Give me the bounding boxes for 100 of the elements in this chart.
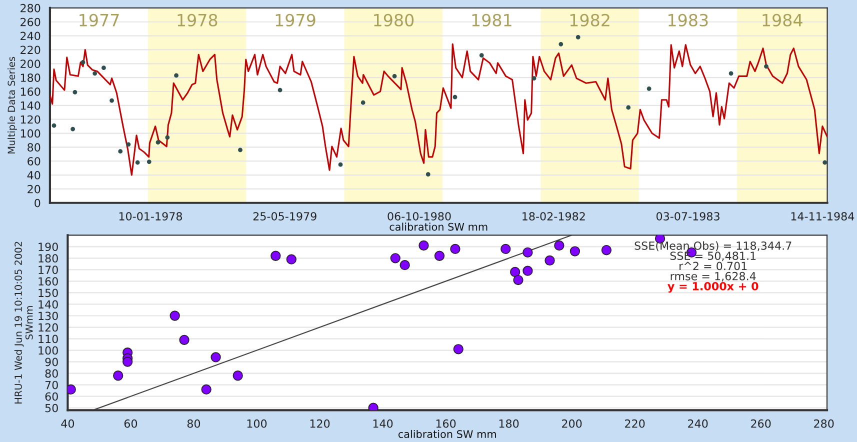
point — [646, 86, 652, 91]
point — [426, 172, 430, 177]
point — [764, 64, 768, 69]
point — [601, 245, 612, 256]
y-tick-label: 180 — [38, 254, 58, 263]
annotation: 1981 — [472, 14, 512, 26]
line-series — [50, 43, 828, 176]
point — [450, 244, 460, 254]
x-tick-label: 180 — [499, 419, 519, 428]
x-tick-label: 06-10-1980 — [388, 212, 451, 221]
y-tick-label: 140 — [38, 300, 58, 309]
y-tick-label: 110 — [38, 334, 58, 344]
point — [72, 90, 78, 94]
x-tick-label: 280 — [814, 419, 834, 428]
point — [52, 123, 56, 128]
annotation: y = 1.000x + 0 — [668, 282, 758, 293]
y-tick-label: 150 — [38, 288, 58, 298]
point — [500, 244, 511, 254]
y-tick-label: 140 — [20, 101, 40, 110]
y-tick-label: 60 — [28, 157, 40, 166]
y-tick-label: 40 — [27, 171, 40, 180]
annotation: SSE(Mean Obs) = 118,344.7 — [634, 241, 792, 252]
y-tick-label: 50 — [45, 404, 58, 412]
point — [626, 105, 631, 110]
x-tick-label: 240 — [688, 419, 708, 428]
point — [392, 74, 397, 78]
point — [822, 160, 828, 165]
point — [118, 149, 123, 154]
y-tick-label: 20 — [28, 184, 40, 194]
band-label: 1980 — [374, 14, 414, 26]
point — [113, 370, 124, 381]
point — [418, 240, 429, 251]
point — [179, 334, 190, 346]
y-tick-label: 80 — [45, 369, 58, 378]
annotation: rmse = 1,628.4 — [670, 272, 756, 282]
point — [360, 100, 366, 105]
point — [232, 370, 243, 381]
x-tick-label: 80 — [187, 419, 200, 428]
point — [201, 384, 212, 395]
y-tick-label: 170 — [38, 266, 58, 274]
point — [338, 162, 343, 167]
point — [146, 160, 152, 164]
x-tick-label: 100 — [247, 419, 267, 428]
point — [165, 135, 170, 140]
point — [174, 73, 178, 78]
x-tick-label: 25-05-1979 — [253, 212, 316, 221]
x-tick-label: 200 — [562, 419, 582, 428]
y-tick-label: 80 — [28, 143, 40, 152]
x-tick-label: 18-02-1982 — [522, 212, 585, 221]
y-tick-label: 280 — [20, 4, 40, 12]
point — [286, 254, 296, 264]
point — [135, 160, 140, 165]
y-tick-label: 180 — [20, 74, 40, 82]
y-tick-label: 220 — [20, 46, 40, 54]
y-axis-title: HRU-1 Wed Jun 19 10:10:05 2002 SWmm — [14, 242, 33, 404]
point — [570, 246, 580, 256]
point — [270, 250, 281, 261]
point — [170, 310, 180, 321]
point — [400, 260, 410, 270]
x-tick-label: 03-07-1983 — [656, 212, 720, 221]
annotation: 1979 — [276, 14, 316, 26]
y-tick-label: 100 — [38, 346, 58, 355]
y-tick-label: 120 — [38, 323, 58, 332]
x-tick-label: 40 — [61, 419, 74, 428]
band-label: 1982 — [570, 14, 610, 26]
x-tick-label: 140 — [373, 419, 393, 428]
band-label: 1978 — [178, 14, 218, 26]
x-axis-title: calibration SW mm — [390, 222, 488, 231]
x-tick-label: 120 — [310, 419, 330, 428]
y-tick-label: 60 — [45, 392, 58, 401]
x-axis-title: calibration SW mm — [398, 430, 496, 438]
y-tick-label: 190 — [38, 242, 58, 252]
y-tick-label: 200 — [20, 60, 40, 68]
annotation: 1983 — [668, 14, 708, 26]
point — [278, 88, 282, 92]
x-tick-label: 160 — [436, 419, 456, 428]
x-tick-label: 260 — [751, 419, 771, 428]
annotation: 1977 — [80, 14, 119, 26]
x-tick-label: 220 — [625, 419, 645, 428]
y-tick-label: 100 — [20, 129, 40, 138]
annotation: SSE = 50,481.1 — [670, 252, 756, 262]
point — [479, 53, 484, 58]
annotation: r^2 = 0.701 — [680, 262, 747, 270]
point — [238, 148, 242, 152]
y-tick-label: 240 — [20, 32, 40, 40]
band-label: 1984 — [762, 14, 802, 26]
y-tick-label: 160 — [38, 277, 58, 286]
point — [122, 356, 133, 367]
point — [70, 126, 76, 132]
point — [390, 253, 400, 264]
point — [92, 71, 98, 76]
point — [554, 240, 564, 251]
point — [80, 60, 86, 64]
y-tick-label: 160 — [20, 87, 40, 96]
x-tick-label: 60 — [124, 419, 138, 428]
point — [513, 274, 524, 286]
point — [434, 250, 445, 261]
y-tick-label: 90 — [45, 358, 58, 366]
point — [728, 71, 734, 76]
point — [522, 247, 533, 258]
